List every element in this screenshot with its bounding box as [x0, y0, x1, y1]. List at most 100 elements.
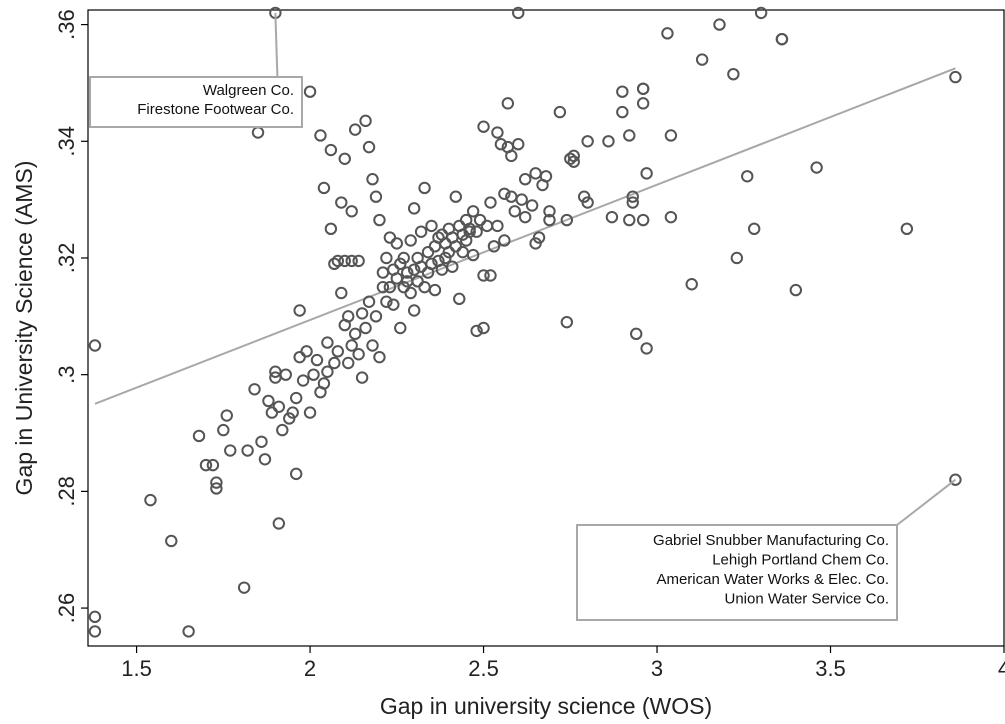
- data-point: [463, 222, 476, 236]
- data-point: [470, 324, 483, 338]
- data-point: [602, 135, 615, 148]
- data-point: [401, 266, 414, 279]
- data-point: [616, 105, 629, 119]
- data-point: [446, 260, 459, 273]
- data-point: [373, 213, 386, 227]
- data-point: [640, 167, 653, 180]
- fit-line: [94, 67, 956, 405]
- data-point: [224, 444, 237, 457]
- data-point: [331, 254, 345, 268]
- data-point: [529, 167, 542, 180]
- data-point: [220, 409, 233, 422]
- data-point: [307, 368, 320, 381]
- data-point: [421, 245, 435, 259]
- y-tick-label: .34: [54, 126, 79, 157]
- data-point: [279, 368, 292, 381]
- data-point: [473, 213, 487, 227]
- data-point: [317, 181, 331, 195]
- data-point: [88, 610, 102, 624]
- data-point: [727, 67, 740, 81]
- x-tick-label: 3.5: [815, 656, 846, 681]
- fit-line-layer: [94, 67, 956, 405]
- data-point: [453, 292, 466, 306]
- x-tick-label: 2.5: [468, 656, 499, 681]
- data-point: [623, 129, 636, 142]
- data-point: [397, 251, 410, 265]
- data-point: [345, 339, 358, 352]
- data-point: [324, 143, 338, 157]
- data-point: [494, 138, 508, 151]
- data-point: [369, 310, 383, 323]
- data-point: [265, 406, 279, 419]
- data-point: [404, 234, 417, 247]
- x-axis: 1.5 2 2.5 3 3.5 4: [121, 646, 1005, 681]
- data-point: [199, 458, 213, 472]
- annotation-label: Walgreen Co.: [203, 82, 294, 99]
- data-point: [293, 350, 306, 364]
- data-point: [605, 210, 619, 224]
- data-point: [276, 423, 289, 437]
- data-point: [505, 149, 518, 163]
- data-point: [348, 327, 362, 341]
- data-point: [543, 213, 556, 227]
- data-point: [210, 476, 223, 489]
- data-point: [331, 345, 345, 358]
- data-point: [182, 625, 195, 638]
- data-point: [789, 283, 803, 297]
- data-point: [581, 196, 594, 209]
- data-point: [747, 222, 761, 236]
- x-axis-title: Gap in university science (WOS): [380, 693, 712, 719]
- y-axis: .26 .28 .3 .32 .34 .36: [54, 9, 88, 623]
- data-point: [359, 321, 372, 335]
- data-point: [345, 205, 358, 218]
- annotation-label: American Water Works & Elec. Co.: [656, 571, 889, 588]
- y-tick-label: .28: [54, 476, 79, 507]
- data-point: [414, 225, 428, 238]
- data-point: [477, 269, 490, 282]
- data-point: [289, 391, 303, 405]
- data-point: [532, 231, 546, 244]
- data-point: [404, 286, 417, 300]
- data-point: [300, 345, 313, 358]
- data-point: [376, 280, 390, 294]
- data-point: [418, 181, 431, 195]
- data-point: [480, 219, 494, 233]
- x-tick-label: 3: [651, 656, 663, 681]
- x-tick-label: 1.5: [121, 656, 152, 681]
- data-point: [498, 187, 511, 200]
- data-point: [630, 327, 643, 341]
- data-point: [210, 482, 223, 495]
- data-point: [335, 286, 348, 300]
- data-point: [407, 202, 421, 215]
- annotation-leader-line: [896, 478, 957, 526]
- y-tick-label: .3: [54, 365, 79, 383]
- annotation-label: Firestone Footwear Co.: [137, 101, 294, 118]
- data-point: [560, 315, 574, 329]
- data-point: [293, 304, 306, 317]
- y-axis-title: Gap in University Science (AMS): [11, 161, 37, 496]
- data-point: [484, 269, 497, 282]
- data-point: [491, 126, 504, 139]
- y-tick-label: .26: [54, 593, 79, 624]
- data-point: [380, 251, 393, 265]
- data-point: [355, 307, 369, 320]
- data-point: [383, 231, 397, 244]
- data-point: [775, 32, 789, 46]
- data-point: [369, 190, 383, 203]
- data-point: [754, 6, 768, 20]
- annotation-label: Union Water Service Co.: [724, 591, 889, 608]
- data-point: [501, 97, 515, 110]
- data-point: [348, 123, 362, 136]
- annotation-box: [576, 524, 898, 621]
- data-point: [498, 234, 511, 247]
- data-point: [310, 353, 324, 367]
- data-point: [567, 155, 580, 168]
- data-point: [564, 152, 577, 165]
- data-point: [636, 97, 650, 110]
- annotation-label: Lehigh Portland Chem Co.: [712, 552, 889, 569]
- data-point: [289, 467, 303, 481]
- data-point: [366, 173, 379, 186]
- data-point: [664, 129, 678, 142]
- data-point: [296, 374, 310, 387]
- data-point: [428, 283, 442, 297]
